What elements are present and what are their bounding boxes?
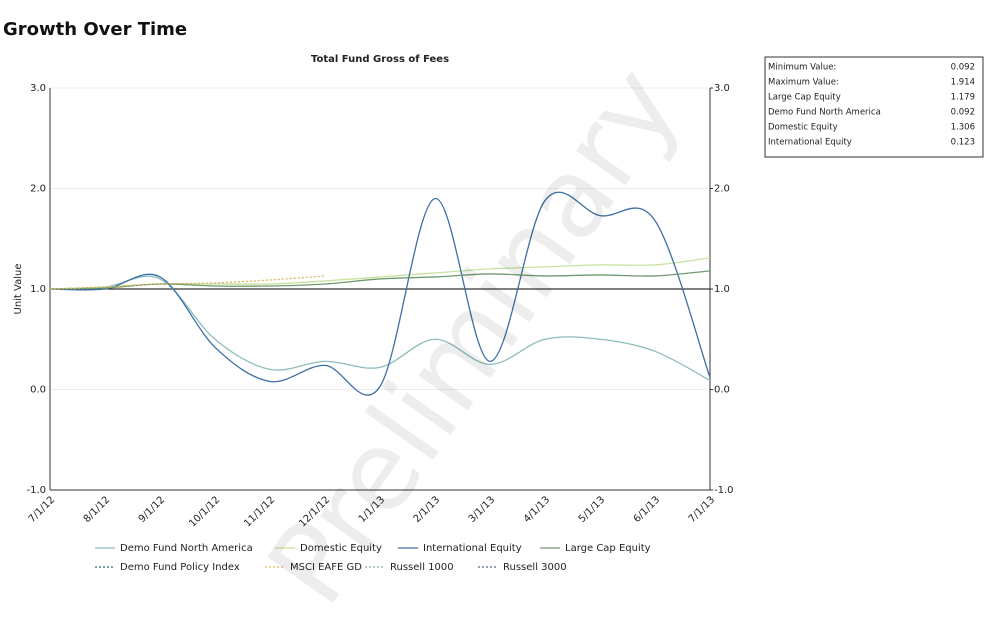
- legend-label: Russell 3000: [503, 562, 567, 573]
- series-line: [49, 270, 711, 290]
- x-tick-label: 3/1/13: [467, 494, 498, 525]
- y2-tick-label: 1.0: [714, 284, 730, 295]
- summary-label: Minimum Value:: [768, 63, 836, 73]
- watermark: Preliminary: [243, 44, 704, 625]
- y2-tick-label: 3.0: [714, 83, 730, 94]
- legend-label: Russell 1000: [390, 562, 454, 573]
- summary-label: International Equity: [768, 138, 852, 148]
- x-tick-label: 10/1/12: [187, 494, 222, 529]
- y2-tick-label: -1.0: [714, 485, 734, 496]
- x-tick-label: 6/1/13: [632, 494, 663, 525]
- page-title: Growth Over Time: [3, 19, 187, 40]
- summary-value: 0.092: [951, 63, 975, 73]
- x-tick-label: 5/1/13: [577, 494, 608, 525]
- summary-value: 0.123: [951, 138, 975, 148]
- series-line: [49, 275, 326, 290]
- y-tick-label: 3.0: [30, 83, 46, 94]
- y-tick-label: 1.0: [30, 284, 46, 295]
- legend-label: Demo Fund North America: [120, 543, 253, 554]
- summary-label: Domestic Equity: [768, 123, 838, 133]
- x-tick-label: 4/1/13: [522, 494, 553, 525]
- series-line: [49, 275, 711, 382]
- x-tick-label: 7/1/12: [27, 494, 58, 525]
- y-tick-label: 0.0: [30, 385, 46, 396]
- summary-value: 0.092: [951, 108, 975, 118]
- y-tick-label: 2.0: [30, 184, 46, 195]
- summary-value: 1.306: [951, 123, 975, 133]
- summary-label: Demo Fund North America: [768, 108, 881, 118]
- x-tick-label: 7/1/13: [687, 494, 718, 525]
- summary-label: Maximum Value:: [768, 78, 839, 88]
- legend-label: Domestic Equity: [300, 543, 382, 554]
- y2-tick-label: 2.0: [714, 184, 730, 195]
- chart-title: Total Fund Gross of Fees: [311, 54, 449, 65]
- summary-box: [764, 56, 984, 158]
- x-tick-label: 8/1/12: [82, 494, 113, 525]
- legend-label: Large Cap Equity: [565, 543, 651, 554]
- y2-tick-label: 0.0: [714, 385, 730, 396]
- legend-label: MSCI EAFE GD: [290, 562, 362, 573]
- y-tick-label: -1.0: [26, 485, 46, 496]
- x-tick-label: 9/1/12: [137, 494, 168, 525]
- summary-label: Large Cap Equity: [768, 93, 841, 103]
- legend-label: International Equity: [423, 543, 522, 554]
- summary-value: 1.179: [951, 93, 975, 103]
- summary-value: 1.914: [951, 78, 975, 88]
- series-line: [49, 191, 711, 396]
- legend-label: Demo Fund Policy Index: [120, 562, 240, 573]
- y-axis-label: Unit Value: [13, 264, 24, 315]
